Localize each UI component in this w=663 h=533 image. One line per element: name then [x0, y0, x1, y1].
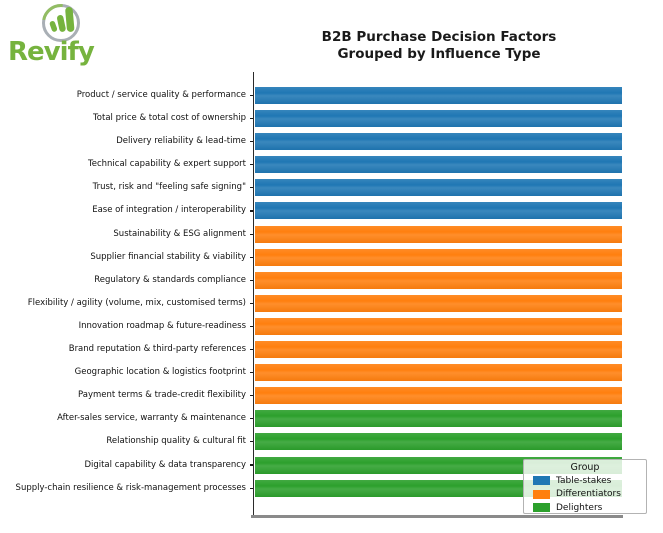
brand-wordmark: Revify [8, 37, 95, 67]
category-label: Product / service quality & performance [76, 90, 246, 100]
category-label: Total price & total cost of ownership [93, 113, 246, 124]
y-axis-tick [250, 141, 253, 143]
bar-table-stakes [255, 202, 622, 220]
category-label: Digital capability & data transparency [84, 459, 246, 470]
bar-table-stakes [255, 110, 622, 128]
bar-delighters [255, 433, 622, 451]
legend-entries: Table-stakes Differentiators Delighters [524, 474, 646, 515]
bar-table-stakes [255, 156, 622, 174]
legend-entry: Delighters [524, 501, 646, 515]
category-label: Trust, risk and "feeling safe signing" [92, 182, 246, 193]
legend-title: Group [570, 462, 600, 473]
bar-row: Payment terms & trade-credit flexibility [0, 387, 663, 405]
category-label: Relationship quality & cultural fit [106, 436, 246, 447]
y-axis-tick [250, 256, 253, 258]
bar-table-stakes [255, 133, 622, 151]
category-label: Innovation roadmap & future-readiness [78, 320, 246, 331]
y-axis-tick [250, 164, 253, 166]
chart-title: B2B Purchase Decision Factors Grouped by… [253, 29, 625, 63]
y-axis-tick [250, 233, 253, 235]
category-label: Supplier financial stability & viability [90, 251, 246, 262]
category-label: Technical capability & expert support [88, 159, 246, 170]
y-axis-tick [250, 418, 253, 420]
legend-label: Delighters [556, 502, 603, 513]
bar-differentiators [255, 225, 622, 243]
bar-table-stakes [255, 87, 622, 104]
bar-row: Supplier financial stability & viability [0, 248, 663, 266]
y-axis-tick [250, 441, 253, 443]
y-axis-tick [250, 210, 253, 212]
x-axis-spine [251, 515, 623, 518]
category-label: Regulatory & standards compliance [94, 274, 246, 285]
category-label: Flexibility / agility (volume, mix, cust… [27, 297, 246, 308]
bar-row: Total price & total cost of ownership [0, 110, 663, 128]
bar-row: Sustainability & ESG alignment [0, 225, 663, 243]
category-label: Payment terms & trade-credit flexibility [78, 390, 246, 401]
bar-delighters [255, 410, 622, 428]
legend-entry: Table-stakes [524, 474, 646, 488]
legend-swatch [533, 489, 550, 499]
revify-logo-icon [42, 4, 80, 42]
bar-differentiators [255, 387, 622, 405]
chart-title-line1: B2B Purchase Decision Factors [321, 29, 557, 45]
legend-entry: Differentiators [524, 488, 646, 502]
category-label: Brand reputation & third-party reference… [68, 344, 246, 355]
bar-row: Flexibility / agility (volume, mix, cust… [0, 294, 663, 312]
bar-row: Technical capability & expert support [0, 156, 663, 174]
category-label: Geographic location & logistics footprin… [74, 367, 246, 378]
category-label: Supply-chain resilience & risk-managemen… [15, 482, 246, 493]
y-axis-tick [250, 464, 253, 466]
category-label: After-sales service, warranty & maintena… [57, 413, 246, 424]
bar-differentiators [255, 294, 622, 312]
bar-row: Brand reputation & third-party reference… [0, 341, 663, 359]
y-axis-tick [250, 395, 253, 397]
category-label: Sustainability & ESG alignment [113, 228, 246, 239]
y-axis-tick [250, 302, 253, 304]
legend-swatch [533, 476, 550, 486]
bar-differentiators [255, 271, 622, 289]
y-axis-tick [250, 187, 253, 189]
y-axis-tick [250, 325, 253, 327]
bar-row: After-sales service, warranty & maintena… [0, 410, 663, 428]
chart-title-line2: Grouped by Influence Type [337, 46, 541, 62]
bar-row: Innovation roadmap & future-readiness [0, 317, 663, 335]
bar-row: Delivery reliability & lead-time [0, 133, 663, 151]
y-axis-tick [250, 118, 253, 120]
bar-differentiators [255, 364, 622, 382]
legend-label: Differentiators [556, 489, 621, 500]
y-axis-tick [250, 94, 253, 97]
legend-swatch [533, 503, 550, 513]
y-axis-tick [250, 348, 253, 351]
y-axis-tick [250, 279, 253, 281]
bar-row: Trust, risk and "feeling safe signing" [0, 179, 663, 197]
bar-row: Ease of integration / interoperability [0, 202, 663, 220]
bar-differentiators [255, 317, 622, 335]
bar-row: Geographic location & logistics footprin… [0, 364, 663, 382]
bar-table-stakes [255, 179, 622, 197]
legend: Group Table-stakes Differentiators Delight… [523, 459, 647, 514]
bar-differentiators [255, 341, 622, 359]
y-axis-tick [250, 487, 253, 489]
bar-row: Product / service quality & performance [0, 87, 663, 104]
bar-differentiators [255, 248, 622, 266]
category-label: Ease of integration / interoperability [92, 205, 246, 216]
y-axis-tick [250, 372, 253, 374]
bar-row: Regulatory & standards compliance [0, 271, 663, 289]
brand-logo: Revify [8, 2, 118, 67]
legend-label: Table-stakes [556, 475, 612, 486]
bar-rows: Product / service quality & performance T… [0, 87, 663, 497]
bar-row: Relationship quality & cultural fit [0, 433, 663, 451]
category-label: Delivery reliability & lead-time [116, 136, 246, 147]
y-axis-spine [253, 72, 255, 517]
